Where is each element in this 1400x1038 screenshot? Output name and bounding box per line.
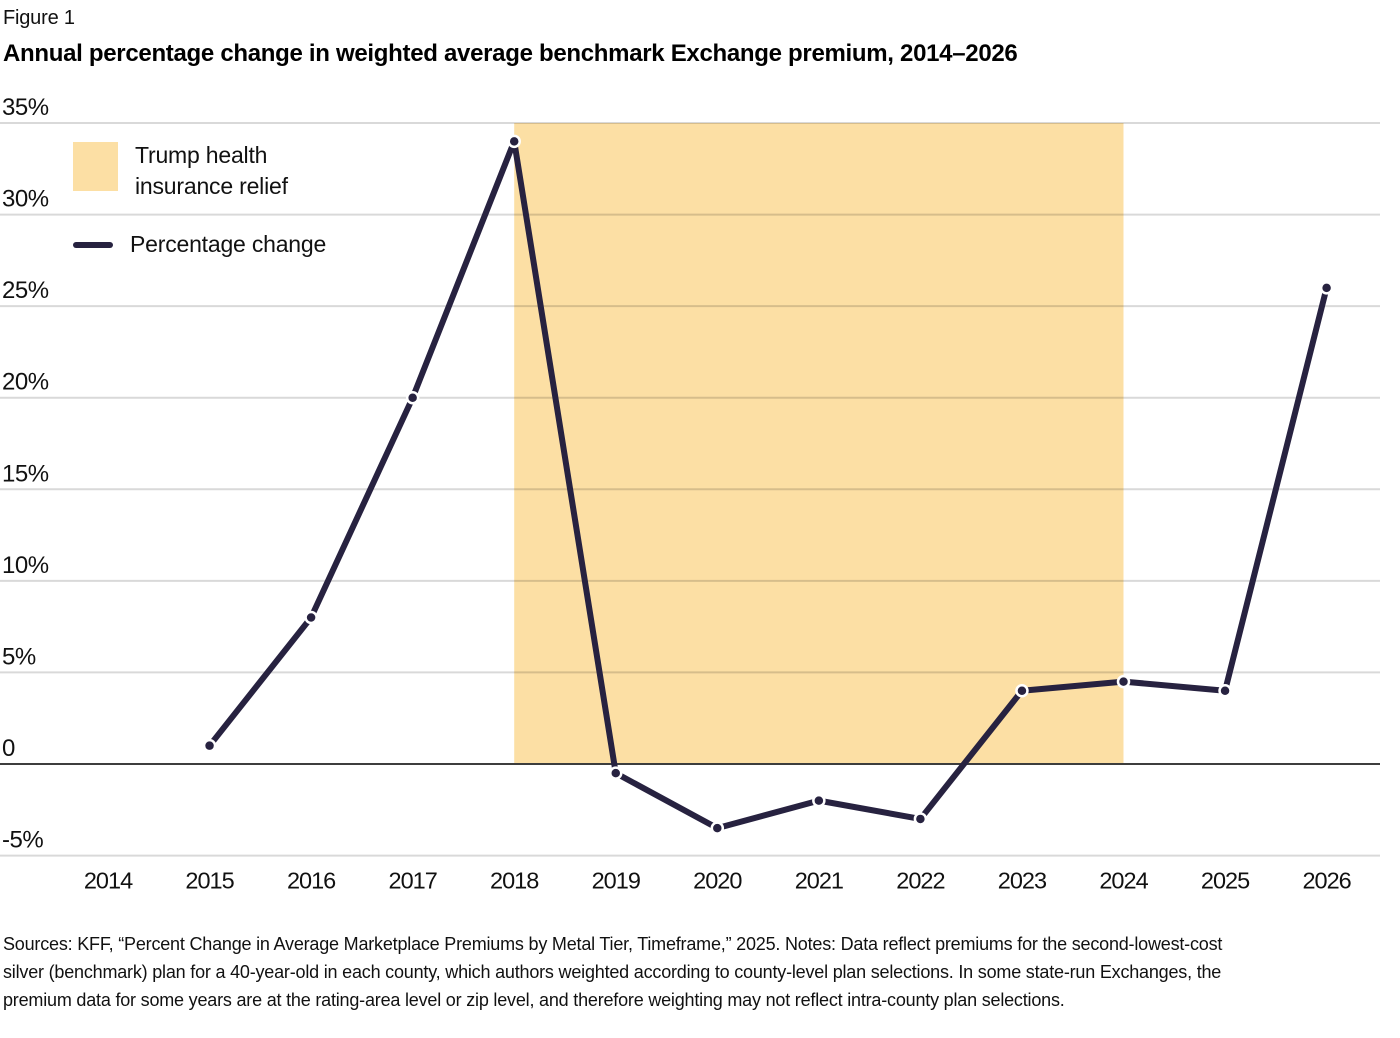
y-axis-tick-label: 15% bbox=[2, 460, 49, 487]
y-axis-tick-label: 20% bbox=[2, 369, 49, 396]
chart-area: 35% 30% 25% 20% 15% 10% 5% 0 -5% 2014 2015 2016 2017… bbox=[0, 85, 1400, 905]
data-point bbox=[507, 134, 521, 149]
legend: Trump health insurance relief Percentage… bbox=[73, 140, 335, 260]
legend-line-label: Percentage change bbox=[130, 231, 327, 257]
data-point bbox=[1116, 674, 1131, 689]
y-axis-tick-label: -5% bbox=[2, 827, 43, 854]
source-notes-line: Sources: KFF, “Percent Change in Average… bbox=[3, 934, 1223, 954]
x-axis-tick-label: 2017 bbox=[389, 868, 437, 894]
x-axis-tick-label: 2019 bbox=[592, 868, 640, 894]
y-axis-tick-label: 30% bbox=[2, 186, 49, 213]
x-axis-tick-label: 2023 bbox=[998, 868, 1047, 894]
data-point bbox=[202, 738, 217, 753]
line-swatch-icon bbox=[73, 241, 113, 248]
y-axis-tick-label: 35% bbox=[2, 94, 49, 121]
band-swatch-icon bbox=[73, 142, 118, 191]
chart-title: Annual percentage change in weighted ave… bbox=[3, 40, 1018, 67]
legend-item-band: Trump health insurance relief bbox=[73, 140, 335, 202]
data-point bbox=[405, 390, 420, 405]
line-chart: 35% 30% 25% 20% 15% 10% 5% 0 -5% 2014 2015 2016 2017… bbox=[0, 94, 1380, 894]
y-axis-tick-label: 5% bbox=[2, 643, 36, 670]
data-point bbox=[1218, 683, 1232, 698]
data-point bbox=[1015, 683, 1029, 698]
data-point bbox=[710, 821, 725, 835]
x-axis-tick-label: 2018 bbox=[490, 868, 539, 894]
x-axis-tick-label: 2022 bbox=[896, 868, 944, 894]
x-axis-tick-label: 2026 bbox=[1302, 868, 1351, 894]
y-axis-tick-label: 10% bbox=[2, 552, 49, 579]
x-axis-tick-label: 2020 bbox=[693, 868, 742, 894]
x-axis-tick-label: 2021 bbox=[795, 868, 843, 894]
y-axis-tick-label: 0 bbox=[2, 735, 15, 762]
data-point bbox=[609, 766, 623, 780]
data-point bbox=[1319, 281, 1334, 295]
source-notes-line: silver (benchmark) plan for a 40-year-ol… bbox=[3, 962, 1222, 982]
source-notes: Sources: KFF, “Percent Change in Average… bbox=[3, 930, 1222, 1014]
x-axis-tick-label: 2025 bbox=[1201, 868, 1250, 894]
x-axis-tick-label: 2015 bbox=[185, 868, 234, 894]
data-point bbox=[812, 793, 826, 808]
legend-item-line: Percentage change bbox=[73, 229, 335, 260]
x-axis-tick-label: 2014 bbox=[84, 868, 133, 894]
highlight-band bbox=[514, 123, 1124, 764]
x-axis-tick-label: 2024 bbox=[1099, 868, 1148, 894]
data-point bbox=[913, 812, 928, 826]
percentage-change-line bbox=[206, 138, 1330, 832]
y-axis-tick-label: 25% bbox=[2, 277, 49, 304]
source-notes-line: premium data for some years are at the r… bbox=[3, 990, 1065, 1010]
x-axis-tick-label: 2016 bbox=[287, 868, 336, 894]
data-point bbox=[304, 610, 318, 625]
figure-label: Figure 1 bbox=[3, 7, 75, 29]
legend-band-label: Trump health insurance relief bbox=[135, 142, 288, 199]
